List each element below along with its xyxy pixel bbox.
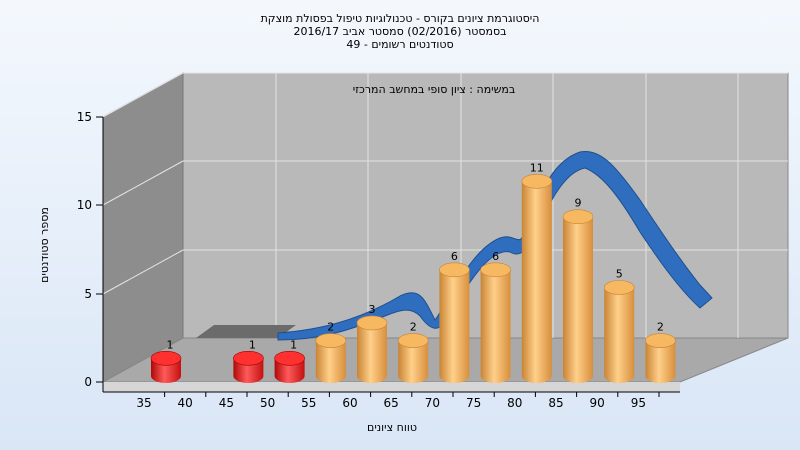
bar-85 [562, 209, 594, 383]
bar-body [398, 340, 429, 383]
bar-body [439, 269, 470, 383]
floor-shadow-band [196, 325, 296, 338]
bar-cap [315, 333, 347, 348]
y-axis-title: מספר סטודנטים [38, 207, 51, 283]
bar-body [357, 322, 387, 383]
x-tick-label: 65 [384, 396, 399, 410]
bar-90 [603, 280, 635, 383]
bar-80 [521, 174, 553, 383]
bar-cap [603, 280, 635, 295]
bar-35 [150, 350, 182, 383]
bar-cap [233, 350, 264, 366]
y-tick-label: 10 [77, 198, 92, 212]
bar-value-label: 3 [369, 303, 376, 316]
bar-body [521, 181, 552, 383]
bar-value-label: 5 [616, 268, 623, 281]
floor-front-edge [103, 382, 680, 392]
bar-value-label: 6 [451, 250, 458, 263]
bar-value-label: 1 [290, 338, 297, 351]
x-tick-label: 75 [466, 396, 481, 410]
x-tick-label: 60 [342, 396, 357, 410]
bar-cap [480, 262, 511, 278]
bar-body [645, 340, 676, 383]
x-tick-label: 45 [219, 396, 234, 410]
y-tick-label: 5 [84, 287, 92, 301]
x-tick-label: 70 [425, 396, 440, 410]
chart-title-line-1: היסטוגרמת ציונים בקורס - טכנולוגיות טיפו… [261, 12, 540, 25]
x-axis-title: טווח ציונים [367, 421, 417, 434]
bar-value-label: 2 [327, 321, 334, 334]
x-tick-label: 90 [590, 396, 605, 410]
chart-title-line-2: בסמסטר (02/2016) סמסטר אביב 2016/17 [293, 25, 506, 38]
y-ticks: 0 5 10 15 [77, 110, 103, 389]
x-tick-label: 55 [301, 396, 316, 410]
x-tick-label: 35 [136, 396, 151, 410]
bar-95 [645, 333, 676, 383]
bar-value-label: 2 [657, 321, 664, 334]
bar-value-label: 9 [575, 197, 582, 210]
bar-70 [439, 262, 470, 383]
y-tick-label: 15 [77, 110, 92, 124]
gridlines [102, 72, 788, 338]
bar-value-label: 11 [530, 161, 544, 174]
bar-55 [315, 333, 347, 383]
bar-value-label: 2 [410, 321, 417, 334]
x-tick-label: 85 [548, 396, 563, 410]
bar-cap [439, 262, 470, 278]
bar-body [315, 340, 346, 383]
bar-cap [356, 315, 388, 331]
bar-cap [645, 333, 676, 348]
x-tick-label: 95 [631, 396, 646, 410]
bar-body [480, 269, 511, 383]
x-tick-label: 40 [178, 396, 193, 410]
bar-cap [562, 209, 594, 224]
bar-60 [356, 315, 388, 383]
bar-value-label: 6 [492, 250, 499, 263]
y-tick-label: 0 [84, 375, 92, 389]
bar-45 [233, 350, 264, 383]
chart-subtitle: במשימה : ציון סופי במחשב המרכזי [353, 83, 516, 96]
bar-cap [397, 333, 429, 348]
bar-75 [480, 262, 511, 383]
bar-cap [274, 350, 305, 366]
bar-body [563, 216, 593, 383]
bars-group [150, 174, 676, 383]
bar-65 [397, 333, 429, 383]
bar-body [604, 287, 635, 383]
bar-cap [521, 174, 553, 189]
bar-50 [274, 350, 305, 383]
x-tick-label: 80 [507, 396, 522, 410]
chart-title-line-3: סטודנטים רשומים - 49 [346, 38, 453, 51]
bar-cap [150, 350, 182, 366]
bar-value-label: 1 [249, 338, 256, 351]
bar-value-label: 1 [167, 338, 174, 351]
x-ticks: 35 40 45 50 55 60 65 70 75 80 85 90 95 [136, 392, 660, 410]
x-tick-label: 50 [260, 396, 275, 410]
side-wall [102, 72, 184, 383]
